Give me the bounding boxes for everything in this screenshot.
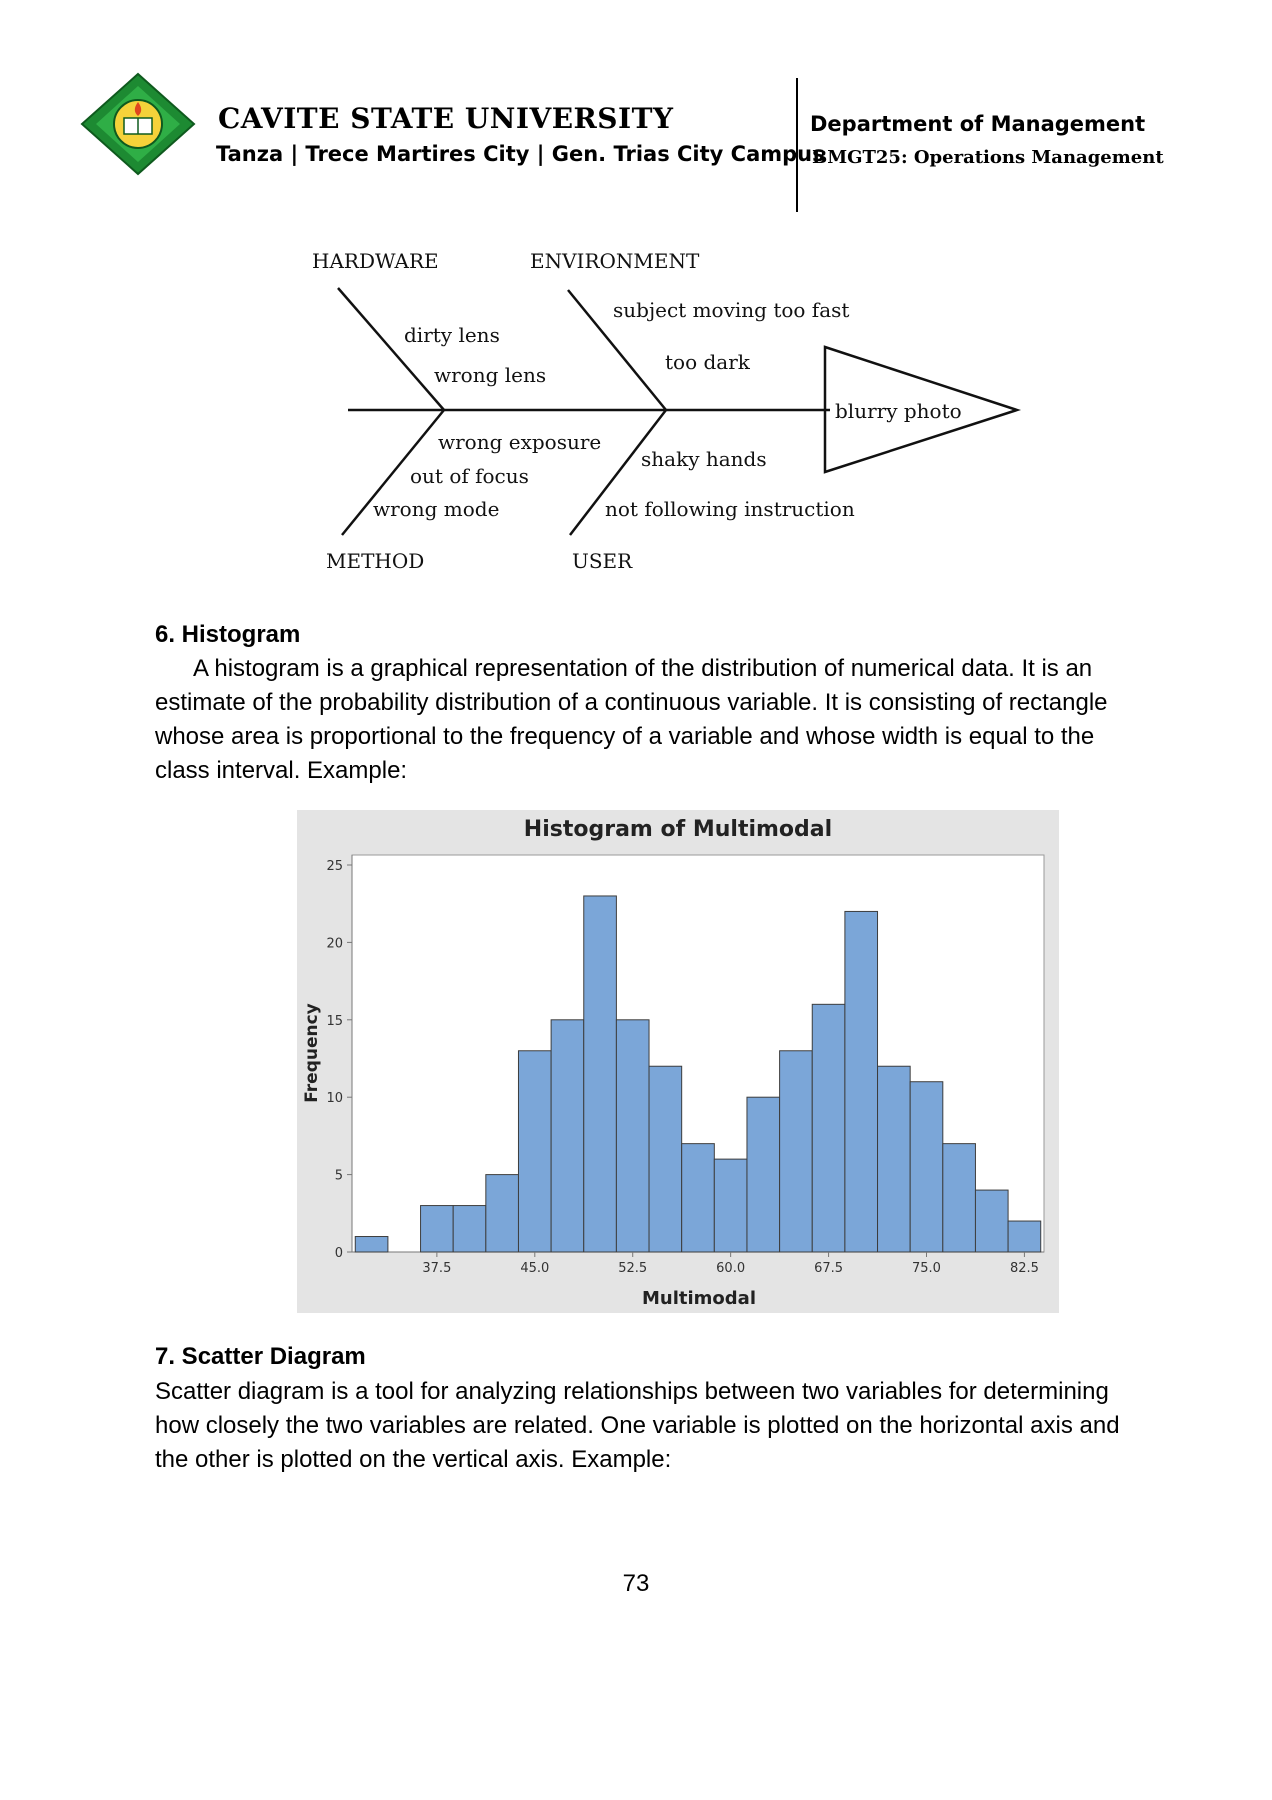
cause-wrong-lens: wrong lens	[434, 363, 546, 387]
histogram-bar	[583, 895, 617, 1253]
cause-shaky-hands: shaky hands	[641, 447, 767, 471]
histogram-bar	[681, 1143, 715, 1253]
cause-out-of-focus: out of focus	[410, 464, 529, 488]
x-tick-label: 45.0	[520, 1261, 549, 1276]
fishbone-bone-hardware	[337, 287, 445, 411]
histogram-bar	[517, 1050, 552, 1253]
course-title: BMGT25: Operations Management	[812, 147, 1164, 168]
fishbone-head	[823, 345, 1022, 474]
section-7-body: Scatter diagram is a tool for analyzing …	[155, 1378, 1120, 1473]
histogram-bar	[485, 1174, 519, 1253]
cause-dirty-lens: dirty lens	[404, 323, 500, 347]
cause-subject-moving: subject moving too fast	[613, 298, 849, 322]
campus-names: Tanza | Trece Martires City | Gen. Trias…	[216, 142, 825, 166]
x-tick-label: 82.5	[1010, 1261, 1039, 1276]
histogram-bar	[550, 1019, 585, 1253]
histogram-bar	[844, 910, 879, 1253]
cause-wrong-exposure: wrong exposure	[438, 430, 601, 454]
histogram-bar	[779, 1050, 813, 1253]
fishbone-bone-environment	[567, 289, 667, 411]
page-number: 73	[622, 1570, 650, 1597]
section-6-body: A histogram is a graphical representatio…	[155, 652, 1145, 788]
section-6-text: A histogram is a graphical representatio…	[155, 655, 1108, 784]
histogram-bar	[974, 1189, 1009, 1253]
histogram-bar	[615, 1019, 650, 1253]
fishbone-bone-user	[569, 409, 667, 536]
category-user: USER	[572, 549, 633, 573]
section-7-title: 7. Scatter Diagram	[155, 1343, 366, 1370]
department-name: Department of Management	[810, 112, 1146, 136]
y-tick-label: 20	[326, 936, 343, 951]
histogram-bar	[420, 1205, 454, 1253]
cause-wrong-mode: wrong mode	[373, 497, 499, 521]
section-6-title: 6. Histogram	[155, 621, 301, 648]
histogram-bar	[354, 1236, 389, 1253]
histogram-bar	[942, 1143, 976, 1253]
x-tick-label: 75.0	[912, 1261, 941, 1276]
fishbone-diagram: HARDWARE ENVIRONMENT METHOD USER dirty l…	[312, 249, 1022, 573]
chart-title: Histogram of Multimodal	[524, 817, 832, 842]
histogram-chart: Histogram of Multimodal 0 5 10 15 20 25 37.5 4…	[297, 810, 1059, 1313]
category-environment: ENVIRONMENT	[530, 249, 700, 273]
y-tick-label: 15	[326, 1014, 343, 1029]
x-tick-label: 37.5	[422, 1261, 451, 1276]
histogram-bar	[811, 1003, 846, 1253]
x-tick-label: 52.5	[618, 1261, 647, 1276]
y-axis-label: Frequency	[302, 1003, 322, 1103]
y-tick-label: 25	[326, 859, 343, 874]
university-seal-icon	[80, 72, 196, 176]
fishbone-bone-method	[341, 409, 445, 536]
histogram-bar	[452, 1205, 487, 1253]
x-tick-label: 67.5	[814, 1261, 843, 1276]
histogram-bar	[713, 1158, 748, 1253]
histogram-bar	[909, 1081, 944, 1253]
histogram-bar	[1007, 1220, 1042, 1253]
category-method: METHOD	[326, 549, 424, 573]
y-tick-label: 10	[326, 1091, 343, 1106]
cause-not-following-instruction: not following instruction	[605, 497, 855, 521]
y-tick-label: 0	[335, 1246, 343, 1261]
effect-blurry-photo: blurry photo	[835, 399, 962, 423]
university-name: CAVITE STATE UNIVERSITY	[218, 102, 674, 135]
y-tick-label: 5	[335, 1169, 343, 1184]
header-divider	[796, 78, 798, 212]
cause-too-dark: too dark	[665, 350, 751, 374]
histogram-bar	[877, 1065, 911, 1253]
x-tick-label: 60.0	[716, 1261, 745, 1276]
x-axis-label: Multimodal	[642, 1288, 756, 1309]
histogram-bar	[648, 1065, 683, 1253]
category-hardware: HARDWARE	[312, 249, 439, 273]
histogram-bar	[746, 1096, 781, 1253]
